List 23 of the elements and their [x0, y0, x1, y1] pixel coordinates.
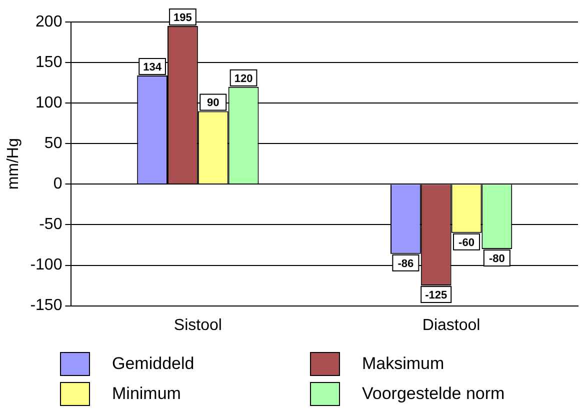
legend-label: Voorgestelde norm — [362, 384, 505, 404]
data-label: 120 — [234, 72, 253, 85]
y-tick-label: -150 — [30, 297, 62, 314]
legend-label: Maksimum — [362, 354, 444, 374]
data-label: -60 — [458, 236, 474, 249]
data-label: 90 — [206, 97, 220, 110]
data-label: -86 — [398, 258, 414, 270]
y-tick-label: 200 — [36, 13, 62, 30]
y-tick-label: -100 — [30, 256, 62, 274]
x-tick-label: Sistool — [174, 316, 222, 334]
data-label: 134 — [143, 62, 162, 74]
y-tick-label: -50 — [39, 216, 62, 234]
data-label: 195 — [174, 12, 192, 24]
x-tick-label: Diastool — [422, 316, 480, 334]
y-tick-label: 100 — [36, 94, 62, 112]
legend-label: Gemiddeld — [112, 354, 194, 374]
legend-label: Minimum — [112, 384, 181, 404]
y-tick-label: 150 — [36, 54, 62, 71]
data-label: -125 — [425, 290, 448, 302]
y-tick-label: 0 — [53, 176, 62, 193]
y-axis-title: mm/Hg — [5, 138, 22, 190]
data-label: -80 — [488, 253, 505, 266]
y-tick-label: 50 — [44, 135, 62, 152]
